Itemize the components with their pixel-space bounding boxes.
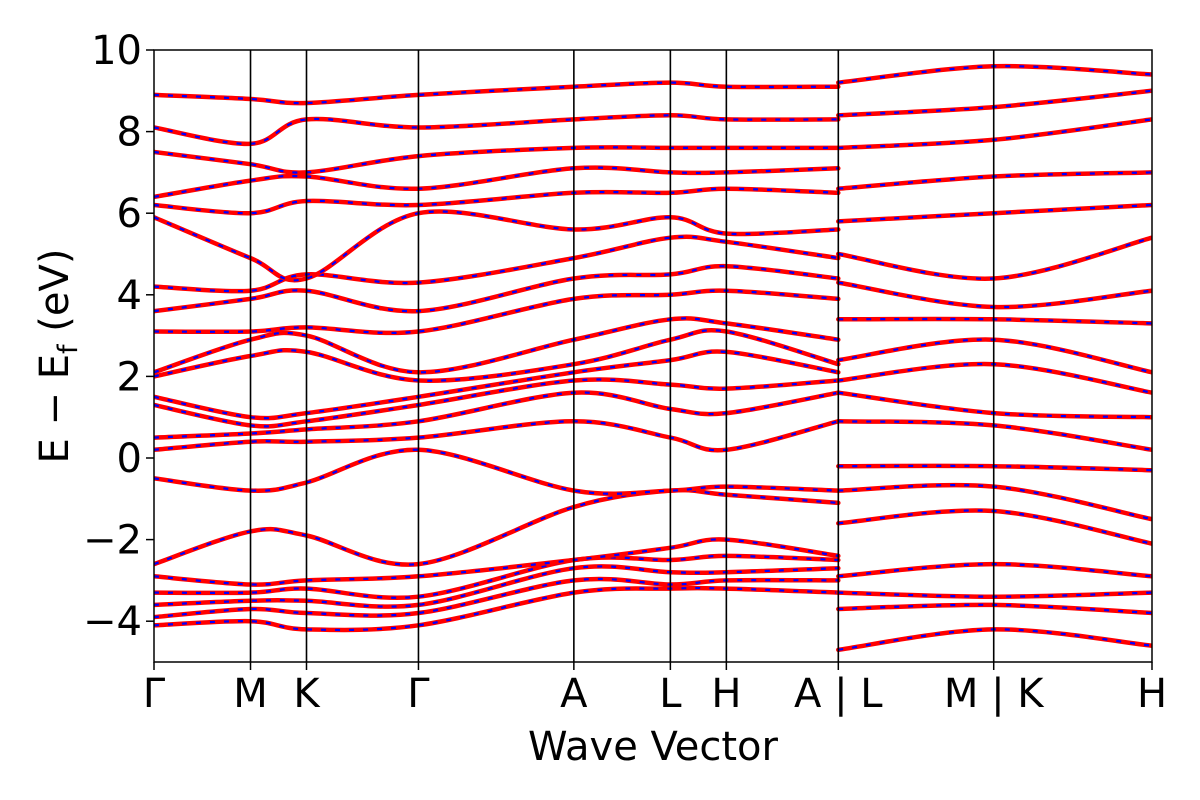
y-tick-label: 2: [117, 354, 142, 400]
band-line-model: [154, 378, 839, 428]
y-tick-label: −2: [83, 518, 142, 564]
x-tick-label: A | L: [794, 671, 883, 717]
band-line-model: [154, 289, 839, 334]
band-line-model: [154, 114, 839, 145]
x-tick-label: Γ: [143, 671, 166, 717]
band-line-model: [154, 235, 839, 293]
x-tick-label: K: [293, 671, 321, 717]
band-line-model: [154, 350, 839, 420]
band-line-dft: [154, 186, 841, 216]
x-tick-label: H: [711, 671, 741, 717]
x-tick-label: H: [1137, 671, 1167, 717]
y-axis-label: E − Ef (eV): [32, 249, 84, 464]
x-axis-label: Wave Vector: [528, 724, 779, 770]
band-line-model: [154, 391, 839, 439]
y-axis-label-main: E − E: [32, 354, 78, 464]
x-tick-label: M | K: [944, 671, 1045, 717]
y-tick-label: 8: [117, 110, 142, 156]
x-tick-label: Γ: [407, 671, 430, 717]
y-tick-label: 4: [117, 273, 142, 319]
y-axis: −4 −2 0 2 4 6 8 10: [83, 28, 154, 645]
x-tick-label: L: [659, 671, 682, 717]
band-line-model: [154, 586, 839, 632]
kpoint-lines: [249, 50, 995, 662]
band-line-dft: [154, 316, 841, 375]
band-line-dft: [154, 263, 841, 314]
y-tick-label: 6: [117, 191, 142, 237]
band-line-model: [154, 565, 839, 608]
band-line-model: [154, 146, 839, 174]
plot-frame: [153, 49, 1153, 663]
band-line-model: [154, 489, 839, 566]
y-axis-label-subscript: f: [53, 343, 84, 354]
y-axis-label-unit: (eV): [32, 249, 78, 345]
y-tick-label: −4: [83, 599, 142, 645]
y-tick-label: 0: [117, 436, 142, 482]
band-line-model: [154, 577, 839, 619]
y-tick-label: 10: [91, 28, 142, 74]
band-line-model: [154, 420, 839, 452]
band-line-model: [154, 166, 839, 198]
band-line-model: [154, 210, 839, 282]
x-tick-label: A: [560, 671, 588, 717]
x-tick-label: M: [233, 671, 268, 717]
band-line-dft: [154, 447, 841, 496]
band-line-model: [154, 538, 839, 586]
band-line-dft: [154, 328, 841, 383]
band-line-model: [154, 554, 839, 599]
band-line-dft: [154, 80, 841, 106]
